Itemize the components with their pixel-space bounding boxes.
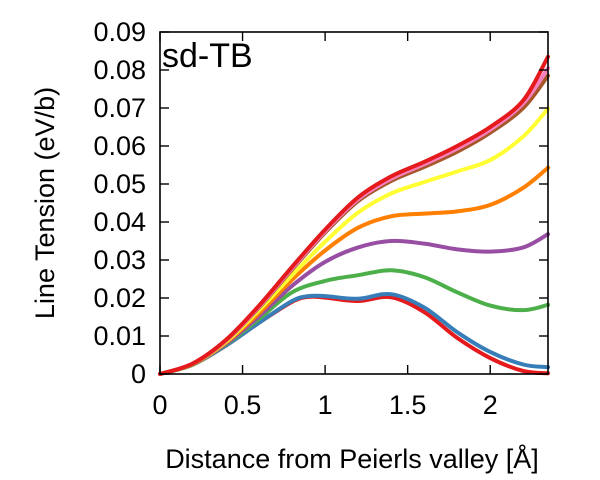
y-axis-label: Line Tension (eV/b): [30, 87, 60, 319]
plot-frame: [159, 31, 549, 375]
y-tick-label-4: 0.04: [93, 207, 146, 237]
series-line-1: [158, 294, 550, 376]
series-line-7: [158, 73, 550, 376]
y-tick-label-5: 0.05: [93, 169, 146, 199]
y-tick-label-0: 0: [131, 359, 146, 389]
tick-labels-layer: 0 0.5 1 1.5 2 0 0.01 0.02 0.03 0.04 0.05 0.06 0.07 0.…: [93, 17, 497, 420]
y-tick-label-9: 0.09: [93, 17, 146, 47]
x-tick-label-2: 1: [318, 390, 333, 420]
series-layer: [158, 54, 550, 376]
x-tick-label-4: 2: [483, 390, 498, 420]
y-tick-label-6: 0.06: [93, 131, 146, 161]
ticks-layer: [159, 31, 548, 375]
series-line-8: [158, 66, 550, 376]
y-tick-label-1: 0.01: [93, 321, 146, 351]
x-tick-label-3: 1.5: [389, 390, 427, 420]
chart-title: sd-TB: [162, 37, 253, 75]
series-line-6: [158, 106, 550, 376]
y-tick-label-2: 0.02: [93, 283, 146, 313]
y-tick-label-3: 0.03: [93, 245, 146, 275]
y-tick-label-8: 0.08: [93, 55, 146, 85]
y-tick-label-7: 0.07: [93, 93, 146, 123]
series-line-9: [158, 54, 550, 376]
x-tick-label-0: 0: [152, 390, 167, 420]
x-tick-label-1: 0.5: [224, 390, 262, 420]
x-axis-label: Distance from Peierls valley [Å]: [165, 443, 539, 474]
